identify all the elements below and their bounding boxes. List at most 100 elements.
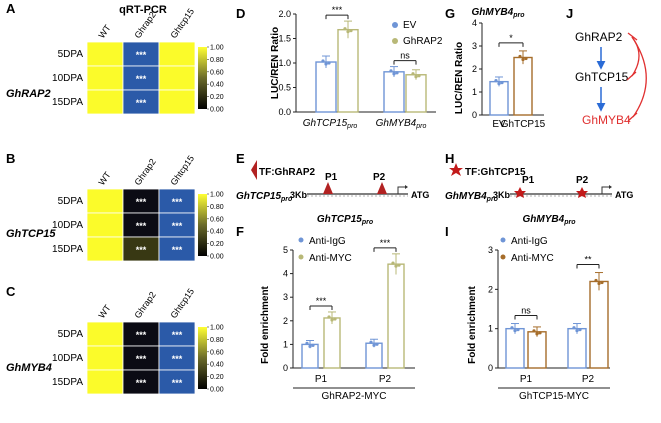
heatmap-significance-mark: *** (136, 330, 147, 340)
colorbar-tick-label: 0.00 (210, 254, 224, 261)
chart-f: 0 1 2 3 4 5 *** P1 *** P2 GhRAP2-MYC Anti-IgG Anti-M… (283, 236, 415, 402)
chart-d: 0.0 0.5 1.0 1.5 2.0 *** ns EV GhRAP2 (278, 5, 442, 117)
colorbar-tick-label: 0.00 (210, 387, 224, 394)
y-tick-label: 0 (472, 110, 477, 120)
heatmap-cell (86, 41, 124, 67)
tf-ghrap2-label: TF:GhRAP2 (259, 167, 316, 178)
y-tick-label: 1.5 (278, 34, 291, 44)
data-point (500, 81, 504, 85)
promoter-e-p2-site-icon (377, 182, 387, 194)
colorbar-tick-label: 0.00 (210, 107, 224, 114)
y-tick-label: 1 (283, 339, 288, 349)
model-node-ghtcp15: GhTCP15 (575, 70, 629, 84)
bar-ghrap2 (337, 28, 359, 113)
heatmap-cell (86, 236, 124, 262)
chart-g-ylabel: LUC/REN Ratio (454, 42, 465, 114)
bar-anti-myc (527, 331, 547, 369)
heatmap-cell (158, 89, 196, 115)
colorbar-tick-label: 1.00 (210, 45, 224, 52)
heatmap-cell (122, 345, 160, 371)
heatmap-cell (86, 212, 124, 238)
legend-label: EV (403, 20, 417, 31)
panel-letter-h: H (445, 151, 454, 166)
heatmap-cell (158, 41, 196, 67)
colorbar-tick-label: 1.00 (210, 325, 224, 332)
bar-ev (489, 80, 509, 116)
chart-d-xtick-1: GhTCP15pro (303, 118, 358, 130)
colorbar-tick-label: 0.40 (210, 82, 224, 89)
bar-anti-myc (387, 263, 405, 369)
chart-f-title: GhTCP15pro (317, 214, 374, 226)
bar-anti-myc (323, 317, 341, 369)
colorbar (198, 47, 207, 109)
heatmap-cell (86, 89, 124, 115)
promoter-e-atg: ATG (411, 190, 429, 200)
heatmap-cell (122, 89, 160, 115)
y-tick-label: 0 (488, 363, 493, 373)
significance-label: * (509, 33, 513, 43)
heatmap-column-label: WT (96, 303, 113, 321)
colorbar-tick-label: 0.80 (210, 337, 224, 344)
model-inhibit-bar-top (627, 32, 638, 41)
heatmap-significance-mark: *** (136, 221, 147, 231)
panel-letter-c: C (6, 284, 16, 299)
data-point (327, 315, 331, 319)
heatmap-cell (86, 345, 124, 371)
data-point (321, 59, 325, 63)
legend-swatch (392, 38, 398, 44)
legend-label: Anti-IgG (511, 236, 548, 247)
data-point (375, 342, 379, 346)
heatmap-significance-mark: *** (136, 197, 147, 207)
heatmap-column-label: Ghtcp15 (168, 7, 196, 41)
data-point (600, 280, 604, 285)
chart-i: 0 1 2 3 ns P1 ** P2 GhTCP15-MYC Anti-IgG Anti-MYC (488, 236, 610, 402)
promoter-h-gene: GhMYB4pro (445, 191, 499, 203)
colorbar-tick-label: 0.80 (210, 204, 224, 211)
colorbar-tick-label: 1.00 (210, 192, 224, 199)
data-point (524, 56, 528, 61)
panel-letter-f: F (236, 224, 244, 239)
data-point (394, 264, 398, 268)
bar-ghtcp15 (513, 56, 533, 116)
heatmap-column-label: WT (96, 23, 113, 41)
heatmap-a-gene-label: GhRAP2 (6, 88, 51, 100)
colorbar-tick-label: 0.20 (210, 94, 224, 101)
heatmap-row-label: 10DPA (52, 73, 83, 84)
panel-letter-b: B (6, 151, 15, 166)
heatmap-cell (86, 321, 124, 347)
data-point (372, 343, 376, 347)
promoter-h-atg: ATG (615, 190, 633, 200)
y-tick-label: 4 (283, 269, 288, 279)
heatmap-row-label: 5DPA (58, 329, 84, 340)
y-tick-label: 4 (472, 18, 477, 28)
data-point (392, 72, 396, 76)
promoter-e-gene: GhTCP15pro (236, 191, 293, 203)
heatmap-cell (158, 65, 196, 91)
model-inhibit-rap2-myb4 (631, 36, 647, 118)
heatmap-column-label: WT (96, 170, 113, 188)
heatmap-significance-mark: *** (172, 330, 183, 340)
colorbar-tick-label: 0.60 (210, 69, 224, 76)
heatmap-b: WT Ghrap2 Ghtcp15 5DPA *** *** 10DPA *** *** 15DP… (52, 154, 224, 262)
y-tick-label: 2 (488, 284, 493, 294)
heatmap-significance-mark: *** (172, 221, 183, 231)
y-tick-label: 3 (488, 245, 493, 255)
heatmap-cell (86, 65, 124, 91)
data-point (535, 332, 539, 336)
data-point (532, 329, 536, 333)
promoter-h-p1-label: P1 (522, 175, 535, 186)
colorbar-tick-label: 0.40 (210, 362, 224, 369)
heatmap-cell (158, 321, 196, 347)
x-tick-label: EV (492, 119, 506, 130)
bar-ghrap2 (405, 74, 427, 113)
chart-d-ylabel: LUC/REN Ratio (270, 27, 281, 99)
model-node-ghrap2: GhRAP2 (575, 30, 623, 44)
heatmap-significance-mark: *** (136, 245, 147, 255)
tf-ghtcp15-label: TF:GhTCP15 (465, 167, 526, 178)
legend-swatch (500, 237, 506, 243)
heatmap-row-label: 15DPA (52, 377, 83, 388)
legend-swatch (298, 254, 304, 260)
heatmap-title: qRT-PCR (119, 4, 167, 16)
heatmap-row-label: 5DPA (58, 49, 84, 60)
colorbar-tick-label: 0.60 (210, 216, 224, 223)
